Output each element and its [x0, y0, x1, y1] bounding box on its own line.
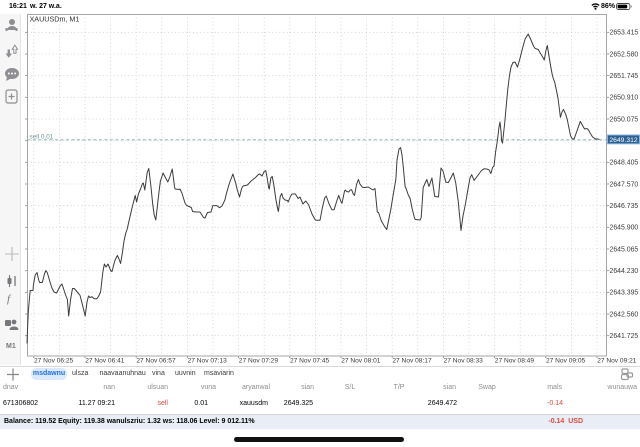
svg-text:27 Nov 07:45: 27 Nov 07:45: [290, 358, 330, 365]
svg-text:2645.900: 2645.900: [610, 225, 639, 232]
svg-text:2645.065: 2645.065: [610, 246, 639, 253]
svg-text:2643.395: 2643.395: [610, 290, 639, 297]
svg-text:sell 0.01: sell 0.01: [30, 134, 54, 141]
svg-text:2647.570: 2647.570: [610, 181, 639, 188]
svg-text:27 Nov 09:21: 27 Nov 09:21: [597, 358, 637, 365]
svg-text:2648.405: 2648.405: [610, 160, 639, 167]
svg-text:27 Nov 09:05: 27 Nov 09:05: [546, 358, 586, 365]
svg-text:XAUUSDm, M1: XAUUSDm, M1: [30, 15, 80, 24]
svg-text:2641.725: 2641.725: [610, 333, 639, 340]
svg-text:2644.230: 2644.230: [610, 268, 639, 275]
svg-text:27 Nov 06:25: 27 Nov 06:25: [34, 358, 74, 365]
svg-text:27 Nov 07:29: 27 Nov 07:29: [239, 358, 279, 365]
svg-text:2649.312: 2649.312: [609, 137, 638, 144]
svg-text:2646.735: 2646.735: [610, 203, 639, 210]
svg-text:2651.745: 2651.745: [610, 73, 639, 80]
svg-text:27 Nov 08:49: 27 Nov 08:49: [495, 358, 535, 365]
svg-text:27 Nov 08:01: 27 Nov 08:01: [341, 358, 381, 365]
svg-text:2642.560: 2642.560: [610, 311, 639, 318]
svg-text:2650.075: 2650.075: [610, 116, 639, 123]
svg-text:27 Nov 07:13: 27 Nov 07:13: [188, 358, 228, 365]
svg-text:27 Nov 08:33: 27 Nov 08:33: [444, 358, 484, 365]
svg-text:27 Nov 06:57: 27 Nov 06:57: [136, 358, 176, 365]
svg-text:2653.415: 2653.415: [610, 30, 639, 37]
svg-text:2652.580: 2652.580: [610, 51, 639, 58]
svg-text:27 Nov 06:41: 27 Nov 06:41: [85, 358, 125, 365]
svg-text:27 Nov 08:17: 27 Nov 08:17: [392, 358, 432, 365]
svg-text:2650.910: 2650.910: [610, 95, 639, 102]
